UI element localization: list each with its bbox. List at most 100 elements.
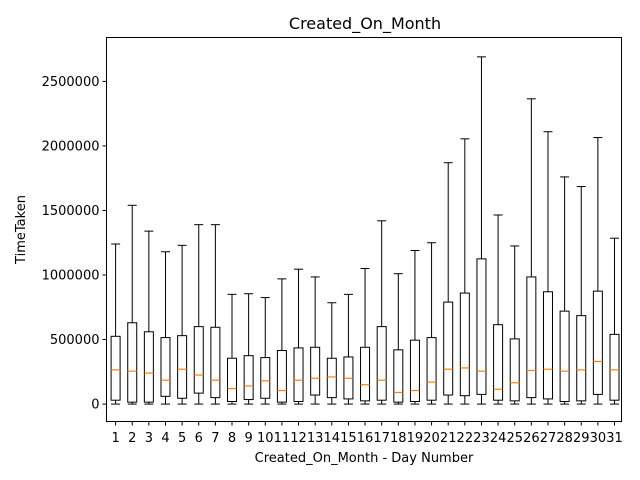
x-tick-label: 4 bbox=[161, 431, 169, 446]
x-tick-label: 14 bbox=[324, 431, 341, 446]
iqr-box bbox=[293, 347, 304, 402]
iqr-box bbox=[177, 335, 188, 399]
x-tick-label: 12 bbox=[290, 431, 307, 446]
box-day-27 bbox=[542, 131, 553, 405]
box-day-15 bbox=[343, 293, 354, 405]
x-tick-label: 24 bbox=[490, 431, 507, 446]
box-day-18 bbox=[393, 273, 404, 405]
x-tick-label: 20 bbox=[423, 431, 440, 446]
box-day-17 bbox=[376, 220, 387, 405]
box-day-4 bbox=[160, 251, 171, 405]
box-day-28 bbox=[559, 176, 570, 405]
iqr-box bbox=[526, 276, 537, 399]
x-tick-label: 2 bbox=[128, 431, 136, 446]
box-day-16 bbox=[360, 268, 371, 405]
iqr-box bbox=[210, 326, 221, 399]
iqr-box bbox=[443, 301, 454, 396]
y-axis-ticks: 0 500000 1000000 1500000 2000000 2500000 bbox=[42, 75, 107, 413]
box-day-13 bbox=[310, 276, 321, 405]
box-day-20 bbox=[426, 242, 437, 405]
y-tick-label: 1500000 bbox=[42, 204, 100, 219]
box-day-21 bbox=[443, 162, 454, 405]
iqr-box bbox=[509, 338, 520, 402]
iqr-box bbox=[227, 357, 238, 402]
box-day-11 bbox=[276, 278, 287, 405]
x-tick-label: 22 bbox=[457, 431, 474, 446]
iqr-box bbox=[376, 326, 387, 401]
y-tick-label: 2000000 bbox=[42, 139, 100, 154]
iqr-box bbox=[559, 310, 570, 402]
iqr-box bbox=[459, 292, 470, 397]
box-day-10 bbox=[260, 297, 271, 405]
box-day-14 bbox=[326, 302, 337, 405]
iqr-box bbox=[127, 322, 138, 403]
plot-area-frame bbox=[106, 37, 622, 422]
iqr-box bbox=[160, 337, 171, 397]
box-day-30 bbox=[592, 137, 603, 405]
x-tick-label: 5 bbox=[178, 431, 186, 446]
iqr-box bbox=[276, 350, 287, 403]
box-day-7 bbox=[210, 224, 221, 405]
iqr-box bbox=[476, 258, 487, 395]
y-axis-label: TimeTaken bbox=[14, 195, 29, 265]
x-tick-label: 8 bbox=[228, 431, 236, 446]
x-tick-label: 1 bbox=[111, 431, 119, 446]
iqr-box bbox=[260, 357, 271, 399]
x-tick-label: 21 bbox=[440, 431, 457, 446]
iqr-box bbox=[592, 290, 603, 395]
iqr-box bbox=[576, 315, 587, 402]
x-tick-label: 30 bbox=[590, 431, 607, 446]
x-tick-label: 31 bbox=[606, 431, 623, 446]
iqr-box bbox=[310, 346, 321, 396]
iqr-box bbox=[542, 291, 553, 400]
iqr-box bbox=[609, 333, 620, 401]
box-day-6 bbox=[193, 224, 204, 405]
iqr-box bbox=[326, 357, 337, 399]
chart-title: Created_On_Month bbox=[289, 14, 441, 34]
box-day-8 bbox=[227, 293, 238, 405]
box-day-19 bbox=[409, 249, 420, 405]
x-tick-label: 29 bbox=[573, 431, 590, 446]
iqr-box bbox=[143, 331, 154, 403]
box-day-24 bbox=[493, 214, 504, 405]
x-tick-label: 7 bbox=[211, 431, 219, 446]
x-tick-label: 11 bbox=[274, 431, 291, 446]
x-axis-label: Created_On_Month - Day Number bbox=[255, 451, 474, 466]
x-axis-ticks: 1 2 3 4 5 6 7 8 9 10 11 12 13 14 15 16 17 18 19 20 21 22 23 24 2… bbox=[111, 421, 623, 446]
box-day-26 bbox=[526, 98, 537, 405]
x-tick-label: 15 bbox=[340, 431, 357, 446]
box-day-9 bbox=[243, 293, 254, 405]
iqr-box bbox=[110, 335, 121, 401]
y-tick-label: 1000000 bbox=[42, 268, 100, 283]
x-tick-label: 3 bbox=[145, 431, 153, 446]
iqr-box bbox=[360, 346, 371, 402]
x-tick-label: 25 bbox=[506, 431, 523, 446]
box-day-12 bbox=[293, 268, 304, 405]
y-tick-label: 2500000 bbox=[42, 75, 100, 90]
x-tick-label: 10 bbox=[257, 431, 274, 446]
x-tick-label: 9 bbox=[244, 431, 252, 446]
x-tick-label: 23 bbox=[473, 431, 490, 446]
box-day-31 bbox=[609, 237, 620, 405]
x-tick-label: 16 bbox=[357, 431, 374, 446]
box-day-2 bbox=[127, 204, 138, 405]
iqr-box bbox=[426, 337, 437, 401]
x-tick-label: 27 bbox=[540, 431, 557, 446]
iqr-box bbox=[193, 326, 204, 394]
x-tick-label: 26 bbox=[523, 431, 540, 446]
x-tick-label: 13 bbox=[307, 431, 324, 446]
box-day-23 bbox=[476, 56, 487, 405]
x-tick-label: 17 bbox=[373, 431, 390, 446]
y-tick-label: 500000 bbox=[50, 333, 100, 348]
iqr-box bbox=[243, 355, 254, 401]
x-tick-label: 18 bbox=[390, 431, 407, 446]
x-tick-label: 28 bbox=[556, 431, 573, 446]
y-tick-label: 0 bbox=[91, 398, 99, 413]
box-day-5 bbox=[177, 244, 188, 405]
iqr-box bbox=[409, 339, 420, 402]
box-plots bbox=[110, 56, 620, 405]
x-tick-label: 6 bbox=[195, 431, 203, 446]
box-day-3 bbox=[143, 230, 154, 405]
iqr-box bbox=[393, 349, 404, 403]
